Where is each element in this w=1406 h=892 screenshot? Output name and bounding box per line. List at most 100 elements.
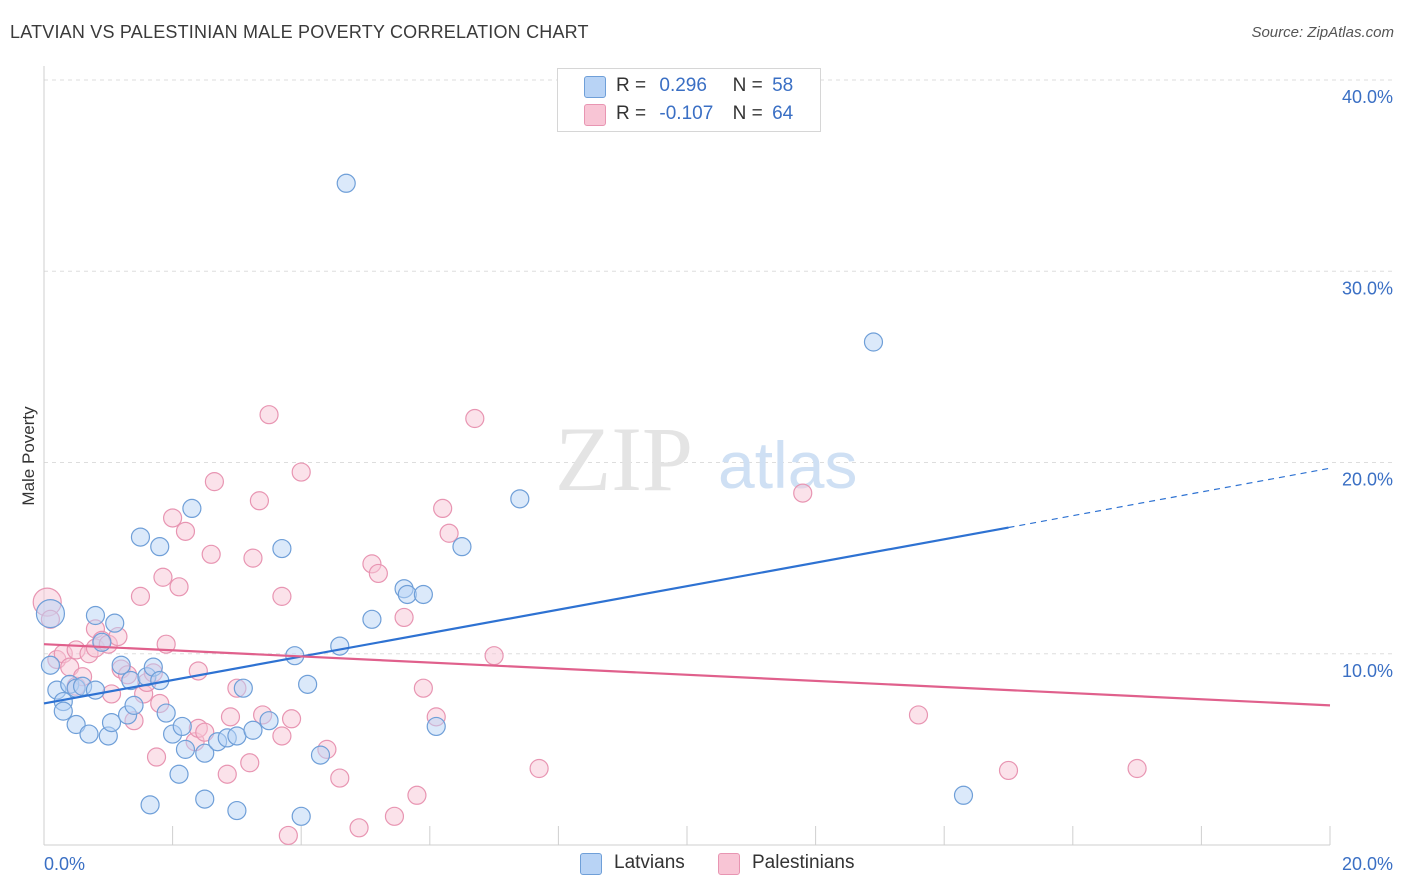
latvians-point <box>397 584 417 605</box>
latvians-trend-extension <box>1008 467 1331 529</box>
trend-lines <box>43 467 1331 707</box>
latvians-point <box>182 498 202 518</box>
y-tick-label: 20.0% <box>1342 470 1393 490</box>
latvians-point <box>243 720 263 740</box>
palestinians-point <box>484 646 504 666</box>
palestinians-point <box>204 472 224 492</box>
palestinians-points <box>32 405 1147 846</box>
palestinians-point <box>272 586 292 606</box>
palestinians-point <box>281 709 302 729</box>
palestinians-point <box>201 544 221 564</box>
palestinians-point <box>169 577 189 597</box>
latvians-point <box>510 489 530 509</box>
palestinians-point <box>249 491 270 511</box>
latvians-point <box>35 598 66 629</box>
source-credit: Source: ZipAtlas.com <box>1251 24 1394 41</box>
palestinians-point <box>130 586 151 606</box>
latvians-point <box>953 785 974 805</box>
latvians-point <box>330 636 350 656</box>
palestinians-point <box>175 521 196 541</box>
palestinians-point <box>529 758 549 779</box>
latvians-n-value: 58 <box>772 75 794 96</box>
palestinians-point <box>217 764 237 784</box>
latvians-point <box>105 613 125 633</box>
latvians-point <box>175 739 196 759</box>
latvians-point <box>79 724 99 744</box>
latvians-point <box>362 609 382 629</box>
chart-title: LATVIAN VS PALESTINIAN MALE POVERTY CORR… <box>10 22 589 42</box>
palestinians-point <box>433 498 453 518</box>
palestinians-point <box>407 785 427 805</box>
latvians-point <box>85 680 106 700</box>
latvians-point <box>85 605 106 626</box>
axes <box>43 66 1331 846</box>
latvians-point <box>272 538 292 559</box>
grid-lines <box>44 79 1395 655</box>
palestinians-point <box>220 707 241 727</box>
latvians-point <box>156 703 176 723</box>
latvians-point <box>863 332 884 352</box>
palestinians-point <box>195 722 215 742</box>
latvians-point <box>130 527 151 547</box>
watermark-atlas: atlas <box>718 428 857 502</box>
latvians-point <box>92 632 112 652</box>
latvians-point <box>413 584 433 605</box>
palestinians-point <box>368 563 388 584</box>
latvians-legend-swatch <box>580 853 602 875</box>
latvians-point <box>291 806 311 826</box>
latvians-point <box>40 655 61 675</box>
palestinians-point <box>908 705 929 725</box>
palestinians-n-value: 64 <box>772 103 794 124</box>
y-tick-label: 40.0% <box>1342 87 1393 107</box>
latvians-r-label: R = <box>616 75 647 96</box>
latvians-points <box>35 173 974 826</box>
latvians-point <box>66 714 86 735</box>
palestinians-point <box>998 760 1019 781</box>
latvians-point <box>195 789 215 809</box>
latvians-point <box>195 743 215 763</box>
palestinians-point <box>259 405 279 425</box>
palestinians-swatch <box>584 104 606 126</box>
palestinians-r-label: R = <box>616 103 647 124</box>
palestinians-n-label: N = <box>732 103 763 124</box>
palestinians-point <box>272 726 292 746</box>
palestinians-point <box>384 806 405 826</box>
latvians-trend-line <box>43 526 1009 705</box>
latvians-point <box>101 712 122 733</box>
latvians-point <box>298 674 318 694</box>
palestinians-point <box>243 548 263 568</box>
latvians-point <box>111 655 131 675</box>
watermark: ZIP atlas <box>555 408 857 510</box>
tick-labels: 10.0% 20.0% 30.0% 40.0% 0.0% 20.0% <box>44 87 1393 874</box>
palestinians-point <box>465 408 485 429</box>
latvians-point <box>172 716 192 737</box>
latvians-point <box>227 726 247 746</box>
palestinians-point <box>349 818 369 838</box>
palestinians-point <box>793 483 813 503</box>
latvians-point <box>169 764 189 784</box>
palestinians-legend-swatch <box>718 853 740 875</box>
palestinians-point <box>413 678 433 698</box>
y-tick-label: 10.0% <box>1342 661 1393 681</box>
latvians-point <box>426 716 446 737</box>
y-tick-label: 30.0% <box>1342 278 1393 298</box>
x-tick-label: 0.0% <box>44 854 85 874</box>
latvians-point <box>140 795 160 815</box>
latvians-point <box>310 745 331 765</box>
latvians-r-value: 0.296 <box>659 75 707 96</box>
latvians-point <box>227 800 247 821</box>
palestinians-point <box>278 825 298 846</box>
latvians-swatch <box>584 76 606 98</box>
legend: R = 0.296 N = 58 R = -0.107 N = 64 <box>557 68 821 132</box>
palestinians-point <box>146 747 167 767</box>
latvians-point <box>259 711 279 731</box>
palestinians-point <box>330 768 350 788</box>
latvians-point <box>124 695 144 715</box>
latvians-point <box>53 701 73 721</box>
palestinians-legend-label: Palestinians <box>752 852 855 873</box>
x-tick-label: 20.0% <box>1342 854 1393 874</box>
palestinians-point <box>101 684 122 704</box>
palestinians-point <box>394 607 414 628</box>
palestinians-point <box>1127 758 1147 779</box>
